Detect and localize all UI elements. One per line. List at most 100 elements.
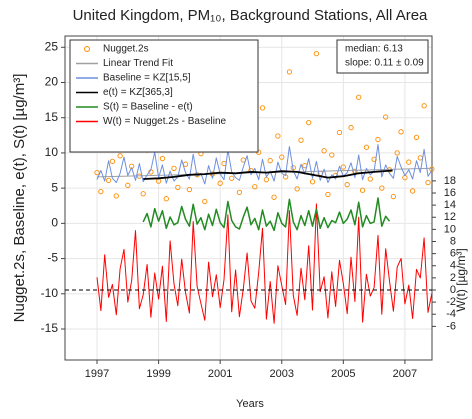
y2-tick-label: 16 [444, 187, 456, 199]
point [186, 186, 193, 193]
x-tick-label: 2003 [270, 368, 294, 380]
y2-tick-label: 10 [444, 223, 456, 235]
y-tick-label: 20 [45, 75, 59, 89]
point [413, 134, 420, 141]
y2-tick-label: -2 [446, 296, 456, 308]
point [217, 180, 223, 186]
x-tick-label: 1999 [146, 368, 170, 380]
point [125, 182, 131, 188]
point [329, 152, 335, 158]
point [159, 155, 166, 162]
annotation-box [336, 39, 429, 74]
point [259, 105, 266, 111]
y2-tick-label: 12 [444, 211, 456, 223]
point [325, 191, 331, 198]
y-tick-label: -5 [47, 251, 58, 265]
legend-label: S(t) = Baseline - e(t) [103, 102, 193, 113]
legend: Nugget.2s Linear Trend Fit Baseline = KZ[1… [69, 39, 259, 153]
point [275, 133, 281, 139]
legend-box [69, 39, 259, 153]
y2-tick-label: 2 [450, 272, 456, 284]
point [298, 137, 304, 143]
y-tick-label: -15 [41, 321, 59, 335]
point [421, 103, 427, 109]
point [117, 153, 123, 159]
y-tick-label: 5 [51, 180, 58, 194]
point [109, 158, 116, 165]
point [175, 184, 181, 191]
annotation: median: 6.13 slope: 0.11 ± 0.09 [336, 39, 429, 74]
point [171, 165, 177, 172]
point [356, 94, 362, 100]
y-tick-label: 25 [45, 39, 59, 53]
point [348, 124, 354, 131]
point [425, 179, 431, 186]
point [359, 187, 366, 193]
point [163, 196, 169, 202]
x-tick-label: 1997 [85, 368, 109, 380]
point [140, 191, 146, 197]
annotation-text: slope: 0.11 ± 0.09 [345, 58, 424, 69]
point [271, 194, 277, 200]
legend-marker [84, 46, 90, 52]
point [306, 119, 312, 126]
point [113, 193, 119, 199]
point [94, 169, 100, 176]
y-axis-label: Nugget.2s, Baseline, e(t), S(t) [µg/m³] [11, 74, 28, 323]
y2-tick-label: 18 [444, 175, 456, 187]
legend-label: Baseline = KZ[15,5] [103, 73, 191, 84]
point [344, 181, 350, 188]
point [398, 129, 404, 135]
y-tick-label: 0 [51, 216, 58, 230]
legend-label: W(t) = Nugget.2s - Baseline [103, 116, 227, 127]
y2-tick-label: -4 [446, 308, 456, 320]
series-line [143, 169, 393, 180]
x-tick-label: 2007 [393, 368, 417, 380]
y-tick-label: 15 [45, 110, 59, 124]
x-tick-label: 2001 [208, 368, 232, 380]
point [406, 159, 412, 165]
plot-frame [64, 35, 433, 361]
x-tick-label: 2005 [331, 368, 355, 380]
y2-tick-label: 6 [450, 248, 456, 260]
legend-label: e(t) = KZ[365,3] [103, 87, 173, 98]
annotation-text: median: 6.13 [345, 44, 403, 55]
point [263, 177, 270, 183]
point [336, 129, 343, 136]
y2-axis-label: W(t) [µg/m³] [454, 248, 468, 312]
point [313, 50, 320, 57]
point [379, 185, 385, 191]
point [375, 136, 381, 143]
y-tick-label: 10 [45, 145, 59, 159]
y2-tick-label: 0 [450, 284, 456, 296]
y2-tick-label: 14 [444, 199, 456, 211]
y2-tick-label: -6 [446, 320, 456, 332]
point [286, 69, 293, 75]
legend-label: Linear Trend Fit [103, 58, 173, 69]
series-line [96, 144, 433, 185]
y-tick-label: -10 [41, 286, 59, 300]
series-line [96, 203, 433, 324]
point [98, 189, 104, 195]
point [383, 114, 389, 120]
point [321, 148, 327, 154]
point [294, 186, 300, 192]
legend-label: Nugget.2s [103, 44, 149, 55]
point [229, 175, 235, 181]
point [394, 150, 400, 156]
chart-title: United Kingdom, PM₁₀, Background Station… [73, 7, 428, 24]
point [340, 164, 346, 170]
point [105, 177, 112, 184]
point [279, 154, 285, 160]
point [309, 179, 316, 185]
point [252, 184, 258, 190]
point [267, 158, 273, 164]
point [236, 189, 243, 196]
x-axis-label: Years [236, 398, 264, 410]
point [390, 193, 397, 200]
point [367, 176, 373, 182]
y2-tick-label: 8 [450, 235, 456, 247]
series-line [142, 197, 391, 232]
point [409, 188, 416, 194]
